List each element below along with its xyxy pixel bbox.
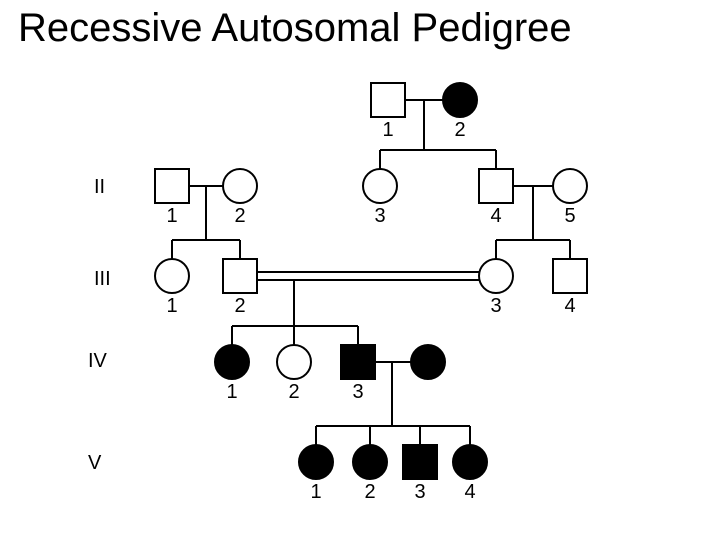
female-symbol bbox=[479, 259, 513, 293]
male-symbol bbox=[479, 169, 513, 203]
female-symbol bbox=[353, 445, 387, 479]
female-symbol bbox=[155, 259, 189, 293]
individual-label: 2 bbox=[230, 295, 250, 318]
male-symbol bbox=[341, 345, 375, 379]
individual-label: 3 bbox=[348, 381, 368, 404]
individual-label: 2 bbox=[360, 481, 380, 504]
female-symbol bbox=[363, 169, 397, 203]
individual-label: 3 bbox=[486, 295, 506, 318]
female-symbol bbox=[215, 345, 249, 379]
female-symbol bbox=[553, 169, 587, 203]
individual-label: 2 bbox=[284, 381, 304, 404]
female-symbol bbox=[277, 345, 311, 379]
female-symbol bbox=[223, 169, 257, 203]
individual-label: 4 bbox=[486, 205, 506, 228]
female-symbol bbox=[411, 345, 445, 379]
female-symbol bbox=[443, 83, 477, 117]
individual-label: 2 bbox=[450, 119, 470, 142]
individual-label: 3 bbox=[410, 481, 430, 504]
male-symbol bbox=[403, 445, 437, 479]
male-symbol bbox=[371, 83, 405, 117]
female-symbol bbox=[453, 445, 487, 479]
individual-label: 1 bbox=[162, 295, 182, 318]
individual-label: 1 bbox=[222, 381, 242, 404]
individual-label: 1 bbox=[306, 481, 326, 504]
male-symbol bbox=[553, 259, 587, 293]
individual-label: 2 bbox=[230, 205, 250, 228]
individual-label: 4 bbox=[460, 481, 480, 504]
individual-label: 3 bbox=[370, 205, 390, 228]
individual-label: 1 bbox=[162, 205, 182, 228]
individual-label: 4 bbox=[560, 295, 580, 318]
individual-label: 1 bbox=[378, 119, 398, 142]
pedigree-diagram bbox=[0, 0, 720, 540]
male-symbol bbox=[155, 169, 189, 203]
male-symbol bbox=[223, 259, 257, 293]
individual-label: 5 bbox=[560, 205, 580, 228]
female-symbol bbox=[299, 445, 333, 479]
